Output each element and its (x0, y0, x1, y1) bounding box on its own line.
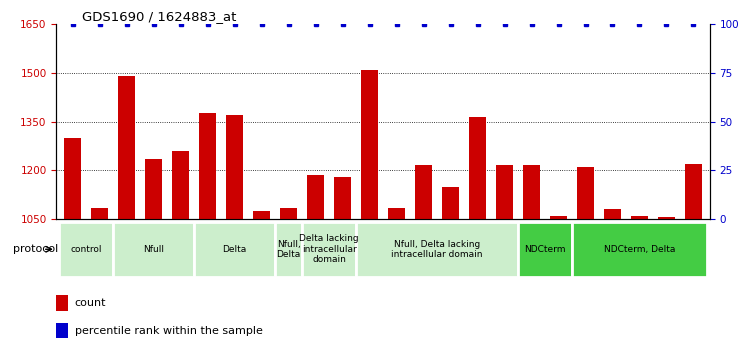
Text: NDCterm, Delta: NDCterm, Delta (604, 245, 675, 254)
Text: percentile rank within the sample: percentile rank within the sample (74, 326, 263, 336)
Text: GSM53406: GSM53406 (279, 223, 288, 269)
Text: protocol: protocol (13, 244, 59, 254)
Text: NDCterm: NDCterm (524, 245, 566, 254)
Text: Nfull,
Delta: Nfull, Delta (276, 239, 300, 259)
Text: GSM53390: GSM53390 (225, 223, 234, 269)
Bar (59, 222, 113, 277)
Text: GSM53400: GSM53400 (415, 223, 424, 269)
Text: GSM53407: GSM53407 (684, 223, 693, 269)
Text: GDS1690 / 1624883_at: GDS1690 / 1624883_at (83, 10, 237, 23)
Text: GSM53396: GSM53396 (91, 223, 100, 269)
Bar (275, 222, 302, 277)
Bar (56, 323, 68, 338)
Bar (415, 166, 433, 345)
Text: Nfull: Nfull (143, 245, 164, 254)
Bar (64, 138, 81, 345)
Bar (302, 222, 356, 277)
Bar (145, 159, 162, 345)
Bar (91, 208, 108, 345)
Text: GSM53401: GSM53401 (252, 223, 261, 269)
Bar (685, 164, 702, 345)
Bar (658, 217, 675, 345)
Text: GSM53397: GSM53397 (144, 223, 153, 269)
Text: GSM53389: GSM53389 (604, 223, 613, 269)
Bar (577, 167, 594, 345)
Text: GSM53394: GSM53394 (657, 223, 666, 269)
Bar (518, 222, 572, 277)
Text: GSM53399: GSM53399 (171, 223, 180, 269)
Text: count: count (74, 298, 106, 308)
Text: Delta: Delta (222, 245, 246, 254)
Bar (604, 209, 621, 345)
Bar (523, 166, 540, 345)
Bar (631, 216, 648, 345)
Bar (253, 211, 270, 345)
Text: Nfull, Delta lacking
intracellular domain: Nfull, Delta lacking intracellular domai… (391, 239, 483, 259)
Text: GSM53391: GSM53391 (631, 223, 640, 269)
Bar (56, 295, 68, 311)
Bar (118, 76, 135, 345)
Text: GSM53411: GSM53411 (523, 223, 532, 269)
Bar (199, 114, 216, 345)
Bar (360, 70, 379, 345)
Bar (113, 222, 194, 277)
Text: GSM53409: GSM53409 (469, 223, 478, 269)
Bar (442, 187, 460, 345)
Bar (333, 177, 351, 345)
Text: GSM53398: GSM53398 (360, 223, 369, 269)
Bar (550, 216, 567, 345)
Text: GSM53395: GSM53395 (550, 223, 559, 269)
Bar (226, 115, 243, 345)
Bar (572, 222, 707, 277)
Bar (469, 117, 487, 345)
Bar (194, 222, 275, 277)
Text: GSM53408: GSM53408 (198, 223, 207, 269)
Bar (496, 166, 513, 345)
Text: GSM53393: GSM53393 (64, 223, 73, 269)
Text: GSM53388: GSM53388 (333, 223, 342, 269)
Text: GSM53402: GSM53402 (306, 223, 315, 269)
Text: control: control (71, 245, 102, 254)
Text: GSM53410: GSM53410 (496, 223, 505, 269)
Bar (388, 208, 406, 345)
Bar (306, 175, 324, 345)
Bar (172, 151, 189, 345)
Text: GSM53403: GSM53403 (117, 223, 126, 269)
Text: Delta lacking
intracellular
domain: Delta lacking intracellular domain (299, 234, 359, 264)
Bar (356, 222, 518, 277)
Text: GSM53404: GSM53404 (577, 223, 586, 269)
Text: GSM53392: GSM53392 (388, 223, 397, 269)
Bar (279, 208, 297, 345)
Text: GSM53405: GSM53405 (442, 223, 451, 269)
